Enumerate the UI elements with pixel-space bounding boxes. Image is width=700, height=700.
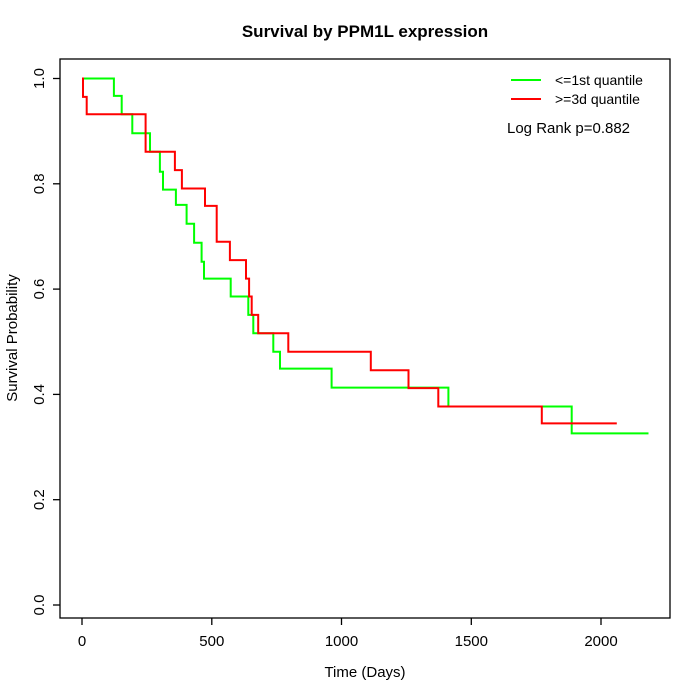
y-axis-tick-label: 0.2 xyxy=(31,489,48,510)
legend-label: <=1st quantile xyxy=(555,72,643,88)
y-axis: 0.0 0.2 0.4 0.6 0.8 1.0 xyxy=(31,68,60,615)
x-axis-tick-label: 500 xyxy=(199,633,224,650)
survival-curve-first-quantile xyxy=(82,77,649,435)
plot-box xyxy=(59,58,671,619)
y-axis-tick-label: 0.8 xyxy=(31,173,48,194)
survival-curves xyxy=(82,77,649,435)
x-axis-tick-label: 2000 xyxy=(584,633,617,650)
y-axis-tick-label: 0.0 xyxy=(31,595,48,616)
legend-label: >=3d quantile xyxy=(555,91,640,107)
x-axis: 0 500 1000 1500 2000 xyxy=(78,618,618,650)
x-axis-tick-label: 1000 xyxy=(325,633,358,650)
survival-curve-third-quantile xyxy=(82,77,617,425)
y-axis-tick-label: 1.0 xyxy=(31,68,48,89)
x-axis-tick-label: 1500 xyxy=(455,633,488,650)
log-rank-annotation: Log Rank p=0.882 xyxy=(507,120,630,137)
x-axis-title: Time (Days) xyxy=(324,664,405,681)
legend: <=1st quantile >=3d quantile xyxy=(511,72,643,107)
y-axis-tick-label: 0.6 xyxy=(31,279,48,300)
y-axis-title: Survival Probability xyxy=(4,274,21,402)
x-axis-tick-label: 0 xyxy=(78,633,86,650)
plot-title: Survival by PPM1L expression xyxy=(242,22,488,41)
y-axis-tick-label: 0.4 xyxy=(31,384,48,405)
